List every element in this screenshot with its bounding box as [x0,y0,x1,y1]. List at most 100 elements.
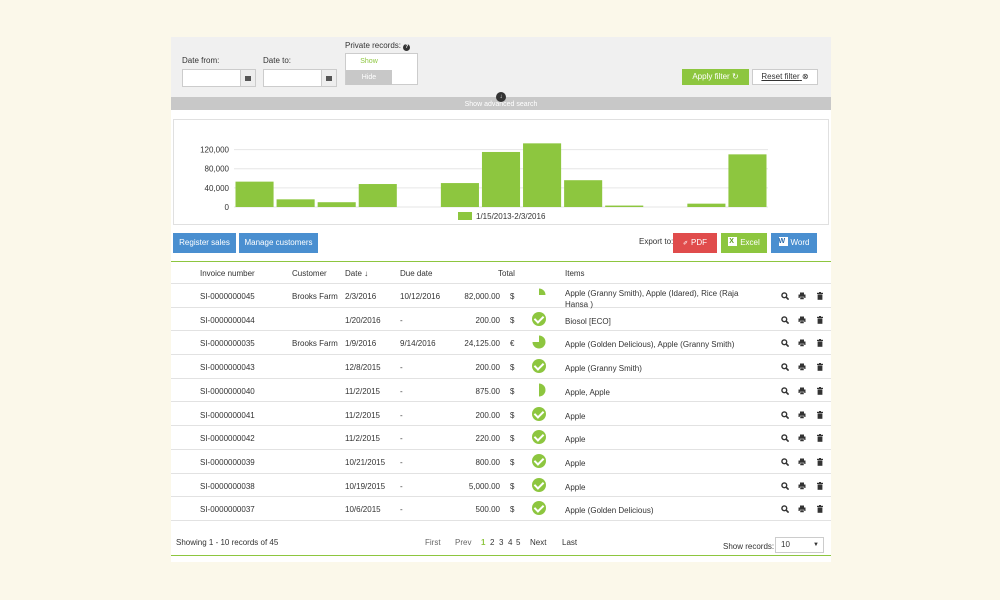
check-circle-icon [532,406,546,421]
partial-payment-icon [532,383,546,397]
view-icon[interactable] [781,481,790,490]
apply-filter-button[interactable]: Apply filter ↻ [682,69,749,85]
table-row[interactable]: SI-0000000038 10/19/2015 - 5,000.00 $ Apple [171,474,831,498]
paid-check-icon [532,359,546,374]
print-icon[interactable] [798,387,806,395]
word-icon [778,232,788,252]
page-link-1[interactable]: 1 [481,538,486,547]
chart-bar[interactable] [687,203,726,207]
first-page-link[interactable]: First [425,538,441,547]
prev-page-link[interactable]: Prev [455,538,472,547]
print-icon[interactable] [798,363,806,371]
date-cell: 10/6/2015 [345,505,381,515]
total-cell: 5,000.00 [468,481,500,491]
table-top-divider [171,261,831,262]
print-icon[interactable] [798,411,806,419]
delete-icon[interactable] [816,505,824,514]
col-items[interactable]: Items [565,269,585,278]
reset-filter-button[interactable]: Reset filter ⊗ [752,69,818,85]
chart-bar[interactable] [605,205,644,207]
export-word-button[interactable]: Word [771,232,817,253]
print-icon[interactable] [798,482,806,490]
date-cell: 10/19/2015 [345,481,386,491]
view-icon[interactable] [781,434,790,443]
table-row[interactable]: SI-0000000040 11/2/2015 - 875.00 $ Apple, App… [171,379,831,403]
manage-customers-button[interactable]: Manage customers [239,233,318,253]
view-icon[interactable] [781,363,790,372]
view-icon[interactable] [781,505,790,514]
view-icon[interactable] [781,458,790,467]
chart-bar[interactable] [317,202,356,207]
print-icon[interactable] [798,434,806,442]
items-cell: Apple [565,435,586,445]
currency-cell: € [510,339,515,349]
customer-cell: Brooks Farm [292,339,338,349]
view-icon[interactable] [781,410,790,419]
chart-bar[interactable] [523,143,562,207]
table-row[interactable]: SI-0000000043 12/8/2015 - 200.00 $ Apple (Gra… [171,355,831,379]
view-icon[interactable] [781,386,790,395]
private-records-label: Private records: ? [345,41,411,51]
date-to-field[interactable] [263,69,337,87]
export-excel-button[interactable]: Excel [721,232,767,253]
check-circle-icon [532,501,546,516]
delete-icon[interactable] [816,339,824,348]
delete-icon[interactable] [816,481,824,490]
page-link-2[interactable]: 2 [490,538,495,547]
calendar-icon[interactable] [321,70,336,86]
delete-icon[interactable] [816,434,824,442]
col-invoice-number[interactable]: Invoice number [200,269,255,278]
export-pdf-button[interactable]: ✐ PDF [673,233,717,253]
delete-icon[interactable] [816,386,824,395]
table-row[interactable]: SI-0000000035 Brooks Farm 1/9/2016 9/14/201… [171,331,831,356]
calendar-icon[interactable] [240,70,255,86]
table-row[interactable]: SI-0000000042 11/2/2015 - 220.00 $ Apple [171,426,831,450]
table-row[interactable]: SI-0000000041 11/2/2015 - 200.00 $ Apple [171,403,831,427]
chart-bar[interactable] [564,180,603,207]
check-circle-icon [532,311,546,326]
table-row[interactable]: SI-0000000037 10/6/2015 - 500.00 $ Apple (Gol… [171,497,831,521]
print-icon[interactable] [798,339,806,348]
chart-bar[interactable] [728,154,767,207]
chart-bar[interactable] [481,151,521,207]
view-icon[interactable] [781,315,790,324]
due-date-cell: - [400,410,403,420]
view-icon[interactable] [781,339,790,348]
delete-icon[interactable] [816,410,824,419]
print-icon[interactable] [798,505,806,514]
page-link-5[interactable]: 5 [516,538,521,547]
table-row[interactable]: SI-0000000045 Brooks Farm 2/3/2016 10/12/20… [171,284,831,309]
delete-icon[interactable] [816,315,824,324]
hide-private-option[interactable]: Hide [346,70,392,85]
chart-bar[interactable] [358,184,397,207]
advanced-search-bar[interactable]: ↓ Show advanced search [171,92,831,110]
delete-icon[interactable] [816,363,824,371]
col-date[interactable]: Date ↓ [345,269,369,278]
delete-icon[interactable] [816,292,824,300]
col-customer[interactable]: Customer [292,269,327,278]
table-row[interactable]: SI-0000000044 1/20/2016 - 200.00 $ Biosol [EC… [171,308,831,332]
page-link-3[interactable]: 3 [499,538,504,547]
show-private-option[interactable]: Show [346,54,392,70]
register-sales-button[interactable]: Register sales [173,233,236,253]
chart-bar[interactable] [440,183,479,207]
help-icon[interactable]: ? [403,44,411,51]
table-row[interactable]: SI-0000000039 10/21/2015 - 800.00 $ Apple [171,450,831,474]
date-from-field[interactable] [182,69,256,87]
currency-cell: $ [510,434,515,444]
show-records-select[interactable]: 10 ▼ [775,537,824,553]
print-icon[interactable] [798,292,806,300]
chart-bar[interactable] [235,181,274,207]
chart-bar[interactable] [276,199,315,207]
print-icon[interactable] [798,316,806,324]
print-icon[interactable] [798,458,806,466]
last-page-link[interactable]: Last [562,538,578,547]
view-icon[interactable] [781,292,790,301]
refresh-icon: ↻ [731,72,739,81]
delete-icon[interactable] [816,457,824,466]
page-link-4[interactable]: 4 [508,538,513,547]
date-cell: 11/2/2015 [345,410,380,420]
col-due-date[interactable]: Due date [400,269,433,278]
next-page-link[interactable]: Next [530,538,547,547]
col-total[interactable]: Total [498,269,515,278]
